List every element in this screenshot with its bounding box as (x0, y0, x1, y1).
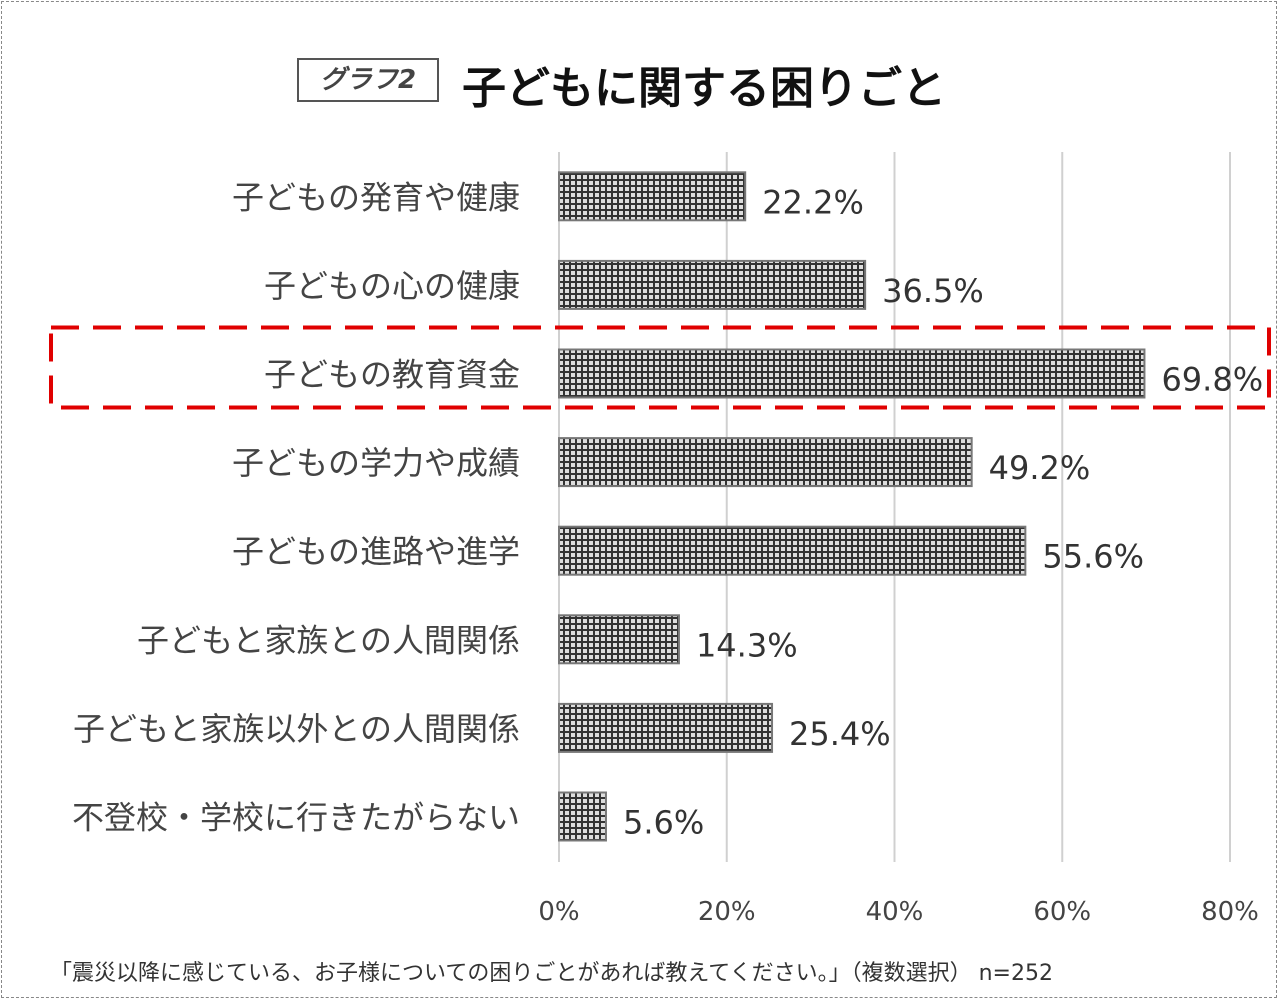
data-label: 69.8% (1161, 361, 1263, 399)
x-tick-label: 60% (1033, 897, 1091, 927)
data-label: 5.6% (623, 804, 704, 842)
category-label: 子どもの心の健康 (264, 267, 520, 305)
category-label: 子どもの発育や健康 (232, 178, 520, 216)
category-label: 子どもと家族との人間関係 (137, 621, 520, 659)
data-label: 14.3% (696, 626, 798, 664)
category-label: 子どもの学力や成績 (232, 444, 520, 482)
bar (558, 525, 1027, 576)
footer-note: 「震災以降に感じている、お子様についての困りごとがあれば教えてください。」（複数… (50, 955, 1053, 987)
data-label: 49.2% (989, 449, 1091, 487)
data-label: 22.2% (762, 183, 864, 221)
highlight-box (49, 325, 1271, 410)
category-label: 子どもと家族以外との人間関係 (73, 710, 520, 748)
category-label: 不登校・学校に行きたがらない (72, 799, 520, 837)
category-label: 子どもの進路や進学 (232, 533, 520, 571)
chart-title: 子どもに関する困りごと (462, 63, 946, 114)
x-tick-label: 80% (1201, 897, 1259, 927)
bar (558, 437, 973, 488)
x-tick-label: 40% (866, 897, 924, 927)
data-label: 55.6% (1042, 538, 1144, 576)
x-tick-label: 20% (698, 897, 756, 927)
title-badge: グラフ2 (297, 58, 439, 102)
bar (558, 702, 774, 753)
category-label: 子どもの教育資金 (264, 356, 520, 394)
question-text: 「震災以降に感じている、お子様についての困りごとがあれば教えてください。」（複数… (50, 961, 972, 986)
bar (558, 614, 680, 665)
x-tick-label: 0% (538, 897, 579, 927)
data-label: 25.4% (789, 715, 891, 753)
sample-size: n=252 (978, 961, 1053, 986)
bar (558, 259, 867, 310)
bar (558, 791, 607, 842)
data-label: 36.5% (882, 272, 984, 310)
bar (558, 171, 747, 222)
bar (558, 348, 1146, 399)
